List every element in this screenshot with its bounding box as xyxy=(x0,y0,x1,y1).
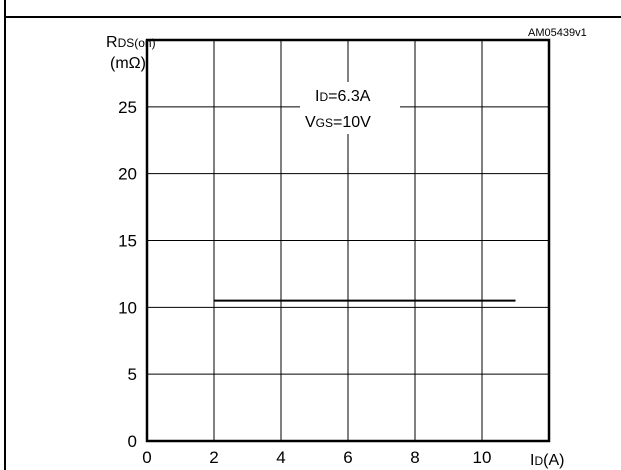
x-tick-label: 2 xyxy=(209,448,218,467)
y-tick-label: 15 xyxy=(118,232,137,251)
y-axis-label: RDS(on) xyxy=(106,34,156,51)
annotation-vgs: VGS=10V xyxy=(305,114,371,131)
y-tick-label: 5 xyxy=(128,365,137,384)
annotation-vgs-value: =10V xyxy=(333,114,371,131)
frame-left-rule xyxy=(4,0,6,470)
x-tick-label: 4 xyxy=(276,448,285,467)
y-tick-label: 25 xyxy=(118,98,137,117)
plot-frame xyxy=(145,38,551,443)
x-axis-label: ID(A) xyxy=(530,452,564,469)
tick-labels: 0 2 4 6 8 10 0 5 10 15 20 25 xyxy=(118,98,491,467)
y-axis-label-main: R xyxy=(106,34,118,51)
x-axis-label-sub: D xyxy=(534,454,543,468)
frame-top-rule xyxy=(4,16,621,18)
x-axis-label-main: I xyxy=(530,452,534,469)
x-tick-label: 8 xyxy=(410,448,419,467)
y-tick-label: 20 xyxy=(118,165,137,184)
annotation-id-value: =6.3A xyxy=(328,88,371,105)
y-tick-label: 0 xyxy=(128,432,137,451)
y-axis-label-sub: DS(on) xyxy=(118,36,156,50)
figure-code: AM05439v1 xyxy=(528,27,587,39)
x-tick-label: 6 xyxy=(343,448,352,467)
y-tick-label: 10 xyxy=(118,298,137,317)
x-tick-label: 0 xyxy=(142,448,151,467)
annotation-id: ID=6.3A xyxy=(315,88,371,105)
y-axis-unit: (mΩ) xyxy=(110,55,146,72)
annotation-background xyxy=(300,82,400,134)
x-axis-label-unit: (A) xyxy=(543,452,564,469)
x-tick-label: 10 xyxy=(473,448,492,467)
